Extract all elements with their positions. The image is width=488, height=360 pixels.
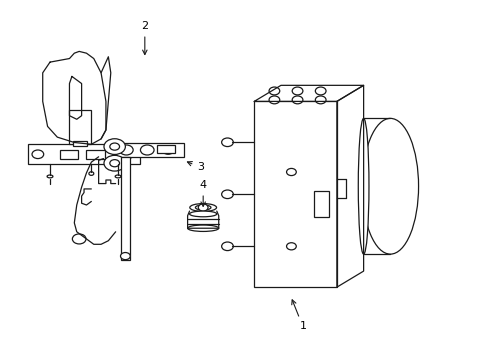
Ellipse shape — [115, 175, 121, 178]
Circle shape — [32, 150, 43, 158]
Ellipse shape — [47, 175, 53, 178]
Ellipse shape — [195, 205, 210, 210]
Circle shape — [286, 168, 296, 176]
Bar — [86, 150, 105, 159]
Circle shape — [198, 204, 207, 211]
Bar — [60, 150, 78, 159]
Circle shape — [268, 96, 279, 104]
Bar — [120, 157, 130, 260]
Circle shape — [221, 242, 233, 251]
Ellipse shape — [187, 225, 218, 231]
Bar — [254, 102, 336, 287]
Ellipse shape — [362, 118, 418, 254]
Circle shape — [162, 146, 174, 154]
Circle shape — [315, 96, 325, 104]
Ellipse shape — [189, 211, 216, 217]
Circle shape — [72, 234, 86, 244]
Circle shape — [104, 139, 125, 154]
Circle shape — [268, 87, 279, 95]
Text: 3: 3 — [187, 162, 204, 172]
Text: 2: 2 — [141, 21, 148, 54]
Circle shape — [221, 190, 233, 199]
Circle shape — [292, 96, 302, 104]
Circle shape — [286, 243, 296, 250]
Ellipse shape — [189, 203, 216, 211]
Text: 1: 1 — [291, 300, 305, 332]
Text: 4: 4 — [199, 180, 206, 206]
Circle shape — [110, 143, 119, 150]
Circle shape — [110, 159, 119, 167]
Bar — [28, 144, 140, 164]
Circle shape — [292, 87, 302, 95]
Circle shape — [120, 252, 130, 260]
Circle shape — [122, 150, 133, 158]
Bar — [313, 190, 328, 217]
Bar — [73, 141, 87, 146]
Bar — [157, 145, 175, 153]
Bar — [69, 111, 91, 144]
Circle shape — [221, 138, 233, 147]
Circle shape — [119, 145, 133, 155]
Ellipse shape — [358, 118, 368, 254]
Circle shape — [315, 87, 325, 95]
Circle shape — [104, 156, 125, 171]
Circle shape — [140, 145, 154, 155]
Bar — [116, 143, 183, 157]
Circle shape — [89, 172, 94, 175]
